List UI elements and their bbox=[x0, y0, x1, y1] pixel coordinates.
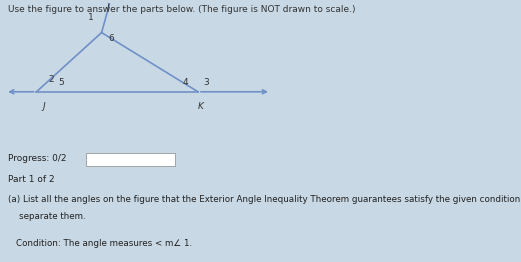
FancyBboxPatch shape bbox=[86, 153, 175, 166]
Text: 3: 3 bbox=[203, 78, 209, 88]
Text: 4: 4 bbox=[182, 78, 188, 88]
Text: I: I bbox=[107, 3, 110, 12]
Text: J: J bbox=[43, 102, 46, 111]
Text: (a) List all the angles on the figure that the Exterior Angle Inequality Theorem: (a) List all the angles on the figure th… bbox=[8, 195, 521, 204]
Text: 5: 5 bbox=[58, 78, 65, 88]
Text: K: K bbox=[197, 102, 204, 111]
Text: 2: 2 bbox=[48, 75, 54, 84]
Text: Part 1 of 2: Part 1 of 2 bbox=[8, 175, 54, 184]
Text: Use the figure to answer the parts below. (The figure is NOT drawn to scale.): Use the figure to answer the parts below… bbox=[8, 5, 355, 14]
Text: 1: 1 bbox=[88, 13, 94, 22]
Text: separate them.: separate them. bbox=[8, 212, 85, 221]
Text: Progress: 0/2: Progress: 0/2 bbox=[8, 154, 66, 163]
Text: 6: 6 bbox=[108, 34, 114, 43]
Text: Condition: The angle measures < m∠ 1.: Condition: The angle measures < m∠ 1. bbox=[16, 239, 192, 248]
